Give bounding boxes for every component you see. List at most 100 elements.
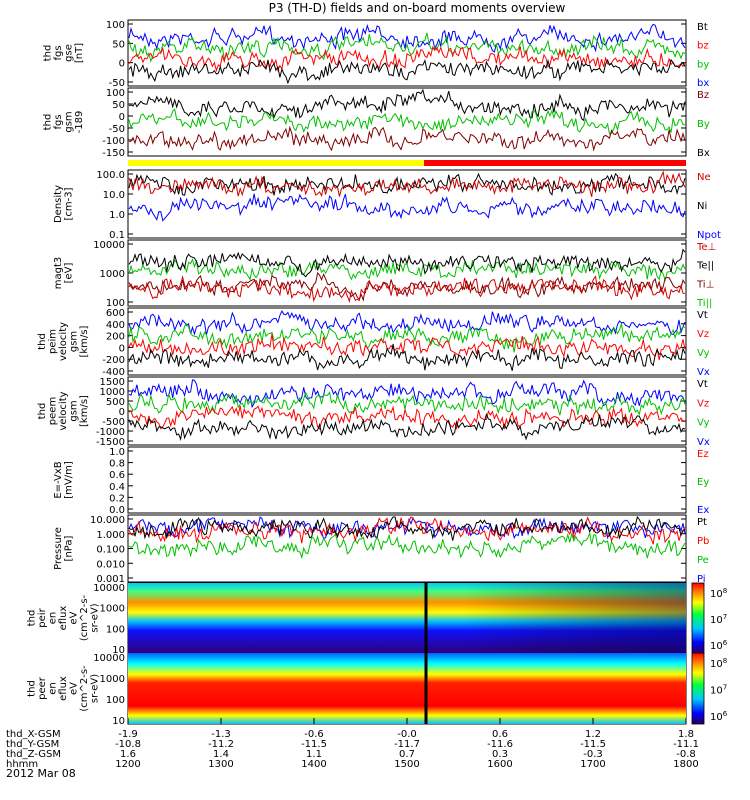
series-trace-Vz	[128, 333, 686, 361]
series-trace-bz	[128, 45, 686, 73]
y-tick-label: 1000	[100, 674, 125, 685]
y-tick-label: 600	[106, 308, 125, 319]
y-tick-label: 50	[112, 39, 125, 50]
y-tick-label: 50	[112, 100, 125, 111]
colorbar-tick-label: 108	[710, 587, 727, 600]
y-axis-label-line: sr-eV)	[90, 674, 101, 703]
y-axis-label-line: Pressure	[53, 527, 64, 570]
y-axis-label-line: fgs	[53, 114, 64, 129]
y-axis-label-line: velocity	[58, 391, 69, 430]
y-axis-label-line: en	[48, 682, 59, 695]
y-axis-label: thd fgs gse [nT]	[42, 43, 85, 63]
colorbar-tick-label: 107	[710, 613, 727, 626]
series-trace-Pb	[128, 516, 686, 545]
y-axis-label-line: peer	[37, 676, 48, 700]
y-tick-label: 0	[119, 407, 125, 418]
x-row-label: thd_X-GSM	[6, 729, 61, 740]
series-trace-by	[128, 32, 686, 63]
legend-entry: Bx	[697, 148, 710, 159]
y-tick-label: 10.000	[90, 515, 125, 526]
y-axis-label: thd peir en eflux eV (cm^2-s-sr-eV)	[27, 594, 101, 641]
legend-entry: Npot	[697, 230, 721, 241]
y-tick-label: 1.0	[109, 447, 125, 458]
x-tick-label: 0.6	[492, 729, 508, 740]
y-tick-label: -150	[102, 148, 125, 159]
x-tick-label: -0.3	[583, 749, 603, 760]
status-bar-red	[424, 160, 686, 166]
y-axis-label-line: eflux	[58, 676, 69, 701]
x-tick-label: -0.0	[397, 729, 417, 740]
legend-entry: Ne	[697, 172, 711, 183]
y-tick-label: 500	[106, 397, 125, 408]
y-tick-label: 0.1	[109, 230, 125, 241]
y-tick-label: 10	[112, 645, 125, 656]
y-axis-label-line: eflux	[58, 606, 69, 631]
legend-entry: by	[697, 59, 709, 70]
legend-entry: Pi	[697, 574, 706, 585]
x-tick-label: -11.6	[487, 739, 513, 750]
y-tick-label: 10000	[93, 653, 125, 664]
legend-entry: Vx	[697, 367, 710, 378]
y-axis-label-line: Density	[53, 185, 64, 223]
series-trace-Vx	[128, 379, 686, 409]
y-axis-label-line: fgs	[53, 45, 64, 60]
y-axis-label-line: gsm	[69, 400, 80, 421]
series-trace-Vt	[128, 343, 686, 371]
x-row-label: thd_Y-GSM	[6, 739, 59, 750]
y-axis-label-line: thd	[42, 114, 53, 131]
y-axis-label-line: thd	[37, 333, 48, 350]
y-axis-label-line: (cm^2-s-	[79, 665, 90, 712]
y-tick-label: 400	[106, 320, 125, 331]
x-tick-label: 1300	[208, 759, 233, 770]
figure-title: P3 (TH-D) fields and on-board moments ov…	[269, 1, 566, 15]
y-axis-label: Density [cm-3]	[53, 185, 75, 223]
series-trace-Ti⊥	[128, 271, 686, 302]
y-tick-label: 1000	[100, 269, 125, 280]
legend-entry: By	[697, 119, 710, 130]
legend-entry: Ey	[697, 477, 709, 488]
x-tick-label: -1.3	[211, 729, 231, 740]
colorbar-tick-label: 108	[710, 657, 727, 670]
y-axis-label-line: (cm^2-s-	[79, 594, 90, 641]
legend-entry: Vy	[697, 348, 710, 359]
series-trace-Te||	[128, 248, 686, 278]
series-trace-Bx	[128, 88, 686, 122]
panel-temperature: 10000 1000 100 magt3 [eV] Te⊥ Te|| Ti⊥ Ti||	[53, 239, 716, 309]
y-axis-label: magt3 [eV]	[53, 257, 75, 290]
legend-entry: Ez	[697, 449, 709, 460]
status-bar	[128, 160, 686, 166]
y-tick-label: 0.4	[109, 482, 125, 493]
y-axis-label-line: velocity	[58, 322, 69, 361]
x-tick-label: -11.5	[301, 739, 327, 750]
series-trace-Pt	[128, 515, 686, 541]
y-tick-label: 0.8	[109, 459, 125, 470]
series-trace-Pi	[128, 516, 686, 540]
y-tick-label: -100	[102, 136, 125, 147]
y-axis-label-line: [nPa]	[63, 535, 74, 561]
y-axis-label-line: [mV/m]	[63, 461, 74, 499]
y-axis-label-line: [nT]	[74, 43, 85, 63]
x-tick-label: 1200	[115, 759, 140, 770]
y-tick-label: -1000	[96, 427, 125, 438]
series-trace-Vt	[128, 412, 686, 442]
legend-entry: Vy	[697, 418, 710, 429]
peer-spectrogram	[128, 653, 686, 724]
legend-entry: Bt	[697, 22, 708, 33]
x-tick-label: -11.2	[208, 739, 234, 750]
y-tick-label: 0	[119, 112, 125, 123]
y-tick-label: 1.000	[96, 530, 125, 541]
series-trace-Te⊥	[128, 275, 686, 303]
colorbar-tick-label: 107	[710, 684, 727, 697]
legend-entry: Vz	[697, 329, 709, 340]
x-tick-label: 1400	[301, 759, 326, 770]
y-axis-label-line: sr-eV)	[90, 603, 101, 632]
y-tick-label: 10000	[93, 583, 125, 594]
y-axis-label-line: thd	[37, 403, 48, 420]
y-tick-label: 200	[106, 332, 125, 343]
series-trace-Npot	[128, 193, 686, 222]
y-tick-label: 0.2	[109, 493, 125, 504]
legend-entry: Vx	[697, 437, 710, 448]
